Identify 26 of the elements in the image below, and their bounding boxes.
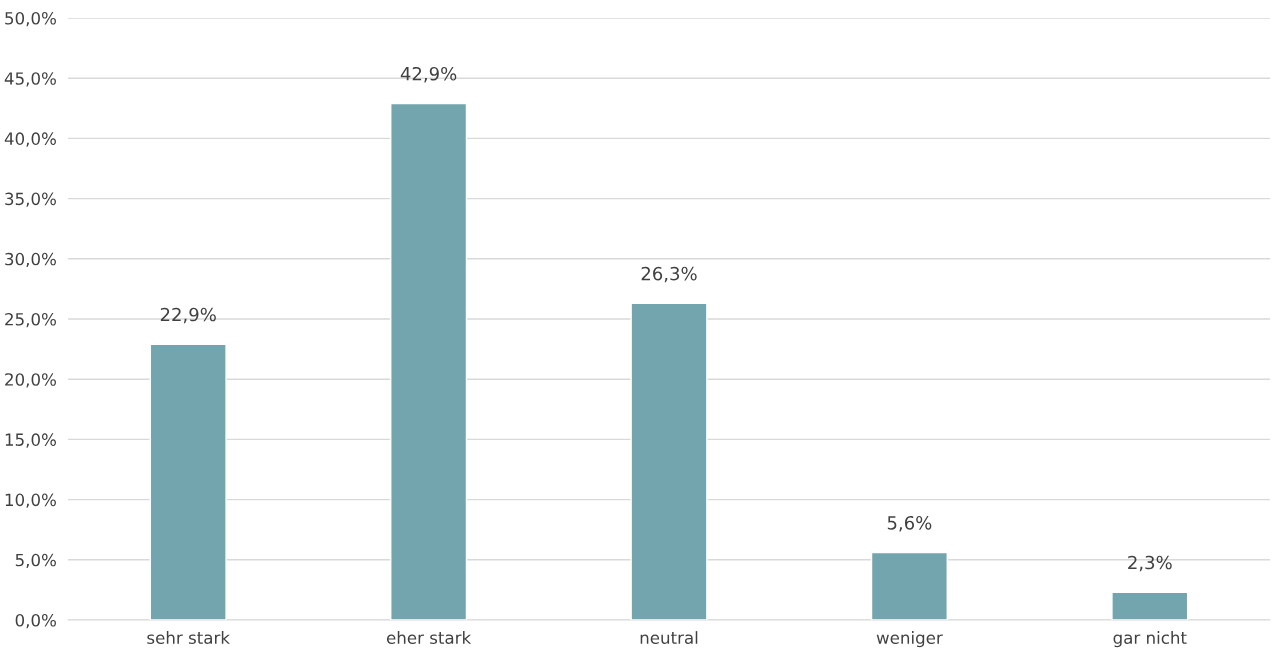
- y-tick-label: 5,0%: [15, 553, 56, 569]
- bar: [390, 102, 468, 620]
- x-tick-label: sehr stark: [147, 631, 230, 645]
- y-tick-label: 15,0%: [5, 433, 56, 448]
- y-tick-label: 35,0%: [5, 192, 56, 207]
- x-tick-label: eher stark: [386, 631, 472, 645]
- bar: [870, 551, 948, 620]
- data-label: 22,9%: [160, 307, 216, 324]
- data-label: 5,6%: [887, 515, 932, 532]
- bar: [1111, 591, 1189, 620]
- y-tick-label: 10,0%: [5, 493, 56, 508]
- data-label: 2,3%: [1128, 555, 1172, 572]
- bar: [149, 343, 227, 620]
- y-tick-label: 25,0%: [5, 312, 56, 328]
- x-tick-label: gar nicht: [1113, 631, 1187, 648]
- x-tick-label: weniger: [876, 631, 943, 648]
- bar: [630, 302, 708, 620]
- y-tick-label: 40,0%: [4, 132, 56, 147]
- data-label: 42,9%: [400, 66, 457, 83]
- y-tick-label: 50,0%: [5, 11, 56, 27]
- y-tick-label: 0,0%: [15, 613, 56, 629]
- y-tick-label: 20,0%: [5, 373, 56, 388]
- y-tick-label: 30,0%: [5, 252, 56, 268]
- y-tick-label: 45,0%: [4, 72, 56, 87]
- x-tick-label: neutral: [640, 631, 698, 645]
- data-label: 26,3%: [641, 266, 697, 283]
